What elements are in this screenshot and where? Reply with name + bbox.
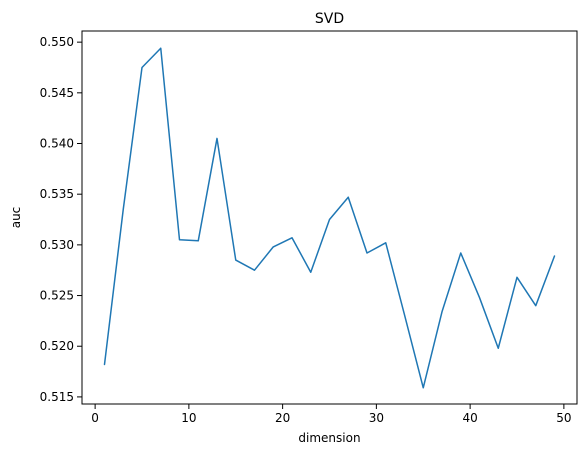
x-tick-label: 0 [91,411,99,425]
x-tick-label: 40 [462,411,477,425]
series-group [103,47,556,389]
axes [82,31,577,404]
y-tick-label: 0.530 [40,238,74,252]
y-tick-label: 0.525 [40,289,74,303]
y-tick-label: 0.515 [40,390,74,404]
x-axis-label: dimension [298,431,360,445]
x-tick-label: 30 [369,411,384,425]
y-tick-label: 0.540 [40,137,74,151]
x-tick-label: 50 [556,411,571,425]
x-tick-label: 20 [275,411,290,425]
y-tick-label: 0.520 [40,339,74,353]
series-line-0 [103,47,556,389]
plot-area [82,31,577,404]
chart-title: SVD [315,11,344,27]
y-axis-label: auc [9,207,23,229]
plot-frame [81,30,578,405]
y-tick-label: 0.550 [40,35,74,49]
x-tick-label: 10 [181,411,196,425]
y-tick-label: 0.535 [40,187,74,201]
tick-group: 0 10 20 30 40 50 0.515 0.520 0.525 0.530 0.535 0.54… [40,35,572,425]
y-tick-label: 0.545 [40,86,74,100]
